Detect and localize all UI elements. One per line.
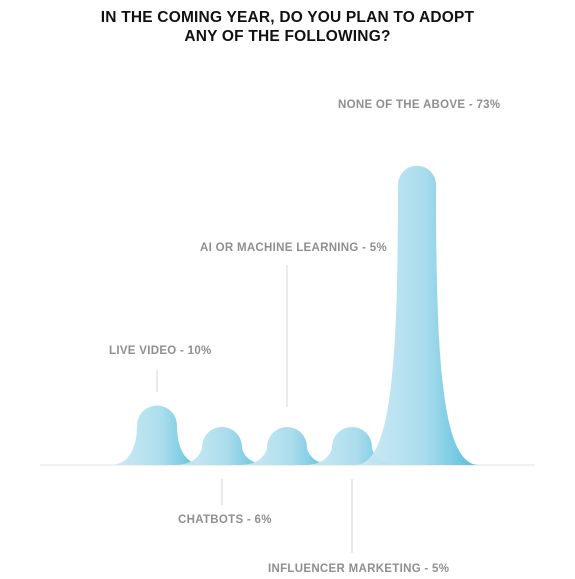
data-label-ai-or-machine-learning: AI OR MACHINE LEARNING - 5% bbox=[200, 242, 387, 254]
data-label-influencer-marketing: INFLUENCER MARKETING - 5% bbox=[268, 563, 449, 575]
data-label-live-video: LIVE VIDEO - 10% bbox=[109, 345, 212, 357]
peak-chatbots bbox=[175, 427, 269, 465]
peak-live-video bbox=[110, 405, 204, 465]
peak-ai-or-machine-learning bbox=[240, 427, 334, 465]
chart-title-line-2: ANY OF THE FOLLOWING? bbox=[184, 28, 391, 45]
peak-none-of-the-above bbox=[355, 165, 479, 465]
data-label-none-of-the-above: NONE OF THE ABOVE - 73% bbox=[338, 99, 500, 111]
chart-title-line-1: IN THE COMING YEAR, DO YOU PLAN TO ADOPT bbox=[100, 9, 475, 26]
data-label-chatbots: CHATBOTS - 6% bbox=[178, 514, 272, 526]
chart-title: IN THE COMING YEAR, DO YOU PLAN TO ADOPT… bbox=[0, 8, 575, 46]
